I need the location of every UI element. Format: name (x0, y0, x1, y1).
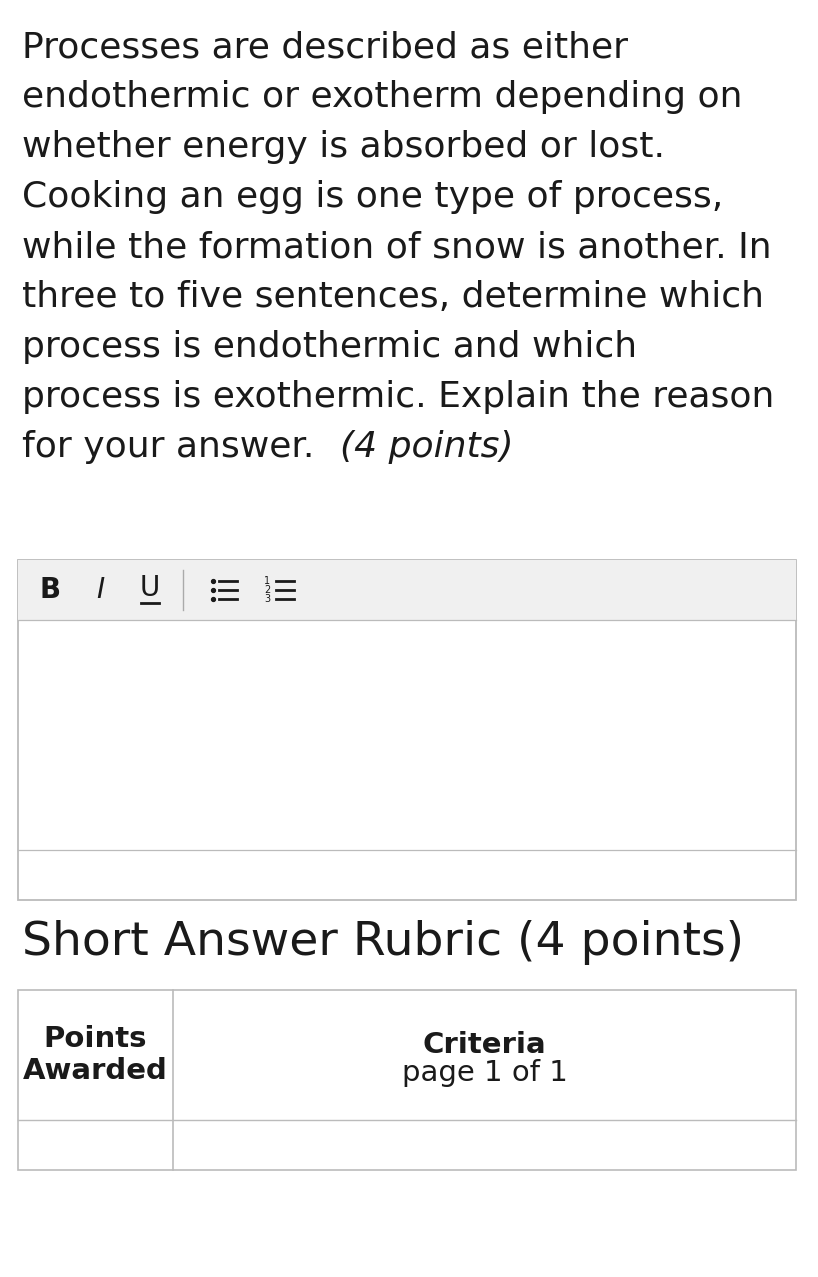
Bar (18, 561, 796, 900)
Text: while the formation of snow is another. In: while the formation of snow is another. … (22, 230, 771, 264)
Text: whether energy is absorbed or lost.: whether energy is absorbed or lost. (22, 130, 665, 163)
Text: Short Answer Rubric (4 points): Short Answer Rubric (4 points) (22, 919, 744, 965)
Text: 3: 3 (264, 594, 270, 604)
Text: I: I (96, 576, 104, 604)
Text: endothermic or exotherm depending on: endothermic or exotherm depending on (22, 80, 743, 114)
Text: Criteria: Criteria (423, 1031, 546, 1059)
Text: for your answer.: for your answer. (22, 430, 314, 464)
Text: U: U (140, 573, 160, 601)
Bar (18, 561, 796, 621)
Text: page 1 of 1: page 1 of 1 (402, 1059, 568, 1087)
Bar (18, 990, 796, 1170)
Text: Awarded: Awarded (23, 1057, 168, 1085)
Text: process is endothermic and which: process is endothermic and which (22, 329, 637, 364)
Text: (4 points): (4 points) (317, 430, 514, 464)
Text: Cooking an egg is one type of process,: Cooking an egg is one type of process, (22, 180, 723, 215)
Text: B: B (39, 576, 61, 604)
Text: Points: Points (43, 1025, 147, 1054)
Text: process is exothermic. Explain the reason: process is exothermic. Explain the reaso… (22, 381, 775, 414)
Text: 1: 1 (264, 576, 270, 586)
Text: Processes are described as either: Processes are described as either (22, 29, 628, 64)
Text: three to five sentences, determine which: three to five sentences, determine which (22, 280, 764, 314)
Text: 2: 2 (264, 585, 270, 595)
